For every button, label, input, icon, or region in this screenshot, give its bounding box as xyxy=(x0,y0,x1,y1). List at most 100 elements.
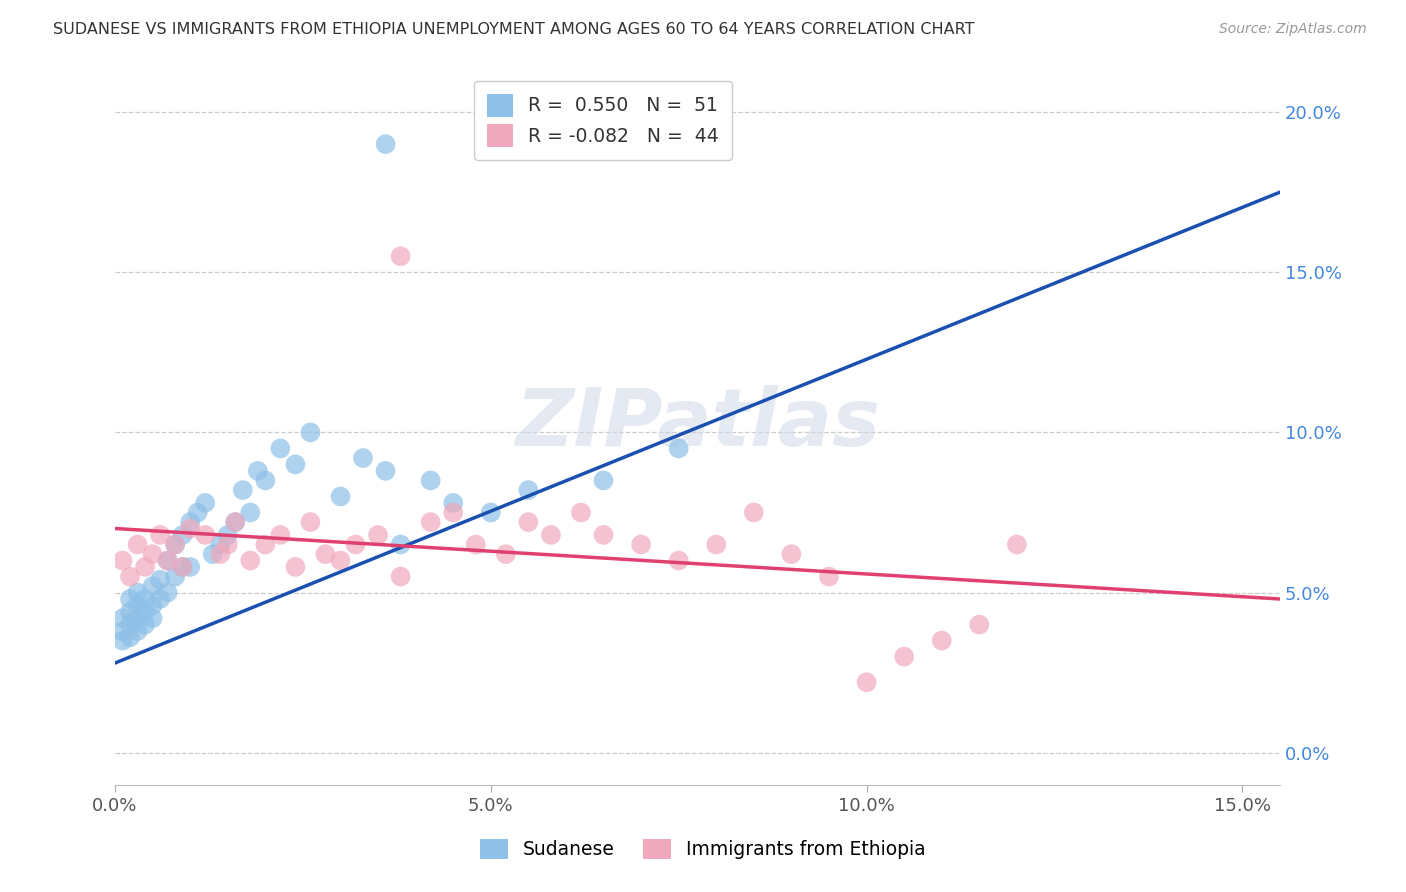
Sudanese xyxy=(134,591,156,606)
Immigrants from Ethiopia xyxy=(165,537,187,551)
Sudanese xyxy=(134,605,156,619)
Immigrants from Ethiopia xyxy=(630,537,652,551)
Sudanese xyxy=(592,474,614,488)
Immigrants from Ethiopia xyxy=(134,560,156,574)
Sudanese xyxy=(111,624,134,638)
Sudanese xyxy=(374,464,396,478)
Immigrants from Ethiopia xyxy=(299,515,322,529)
Immigrants from Ethiopia xyxy=(464,537,486,551)
Sudanese xyxy=(517,483,540,497)
Sudanese xyxy=(201,547,224,561)
Immigrants from Ethiopia xyxy=(931,633,953,648)
Immigrants from Ethiopia xyxy=(893,649,915,664)
Sudanese xyxy=(187,506,209,520)
Sudanese xyxy=(142,611,165,625)
Immigrants from Ethiopia xyxy=(969,617,991,632)
Immigrants from Ethiopia xyxy=(1005,537,1028,551)
Sudanese xyxy=(118,605,141,619)
Sudanese xyxy=(194,496,217,510)
Immigrants from Ethiopia xyxy=(389,249,412,263)
Text: SUDANESE VS IMMIGRANTS FROM ETHIOPIA UNEMPLOYMENT AMONG AGES 60 TO 64 YEARS CORR: SUDANESE VS IMMIGRANTS FROM ETHIOPIA UNE… xyxy=(53,22,974,37)
Sudanese xyxy=(668,442,690,456)
Immigrants from Ethiopia xyxy=(419,515,441,529)
Immigrants from Ethiopia xyxy=(329,553,352,567)
Sudanese xyxy=(441,496,464,510)
Sudanese xyxy=(156,585,179,599)
Sudanese xyxy=(284,458,307,472)
Immigrants from Ethiopia xyxy=(742,506,765,520)
Immigrants from Ethiopia xyxy=(314,547,336,561)
Sudanese xyxy=(165,569,187,583)
Sudanese xyxy=(254,474,277,488)
Sudanese xyxy=(127,624,149,638)
Sudanese xyxy=(329,490,352,504)
Immigrants from Ethiopia xyxy=(224,515,246,529)
Immigrants from Ethiopia xyxy=(179,521,201,535)
Immigrants from Ethiopia xyxy=(818,569,841,583)
Immigrants from Ethiopia xyxy=(149,528,172,542)
Immigrants from Ethiopia xyxy=(209,547,232,561)
Sudanese xyxy=(127,599,149,613)
Immigrants from Ethiopia xyxy=(344,537,367,551)
Legend: Sudanese, Immigrants from Ethiopia: Sudanese, Immigrants from Ethiopia xyxy=(472,831,934,866)
Sudanese xyxy=(118,617,141,632)
Immigrants from Ethiopia xyxy=(172,560,194,574)
Sudanese xyxy=(269,442,291,456)
Immigrants from Ethiopia xyxy=(540,528,562,542)
Sudanese xyxy=(118,591,141,606)
Sudanese xyxy=(352,450,374,465)
Sudanese xyxy=(172,560,194,574)
Sudanese xyxy=(239,506,262,520)
Immigrants from Ethiopia xyxy=(855,675,877,690)
Immigrants from Ethiopia xyxy=(495,547,517,561)
Sudanese xyxy=(118,631,141,645)
Sudanese xyxy=(479,506,502,520)
Immigrants from Ethiopia xyxy=(367,528,389,542)
Sudanese xyxy=(172,528,194,542)
Sudanese xyxy=(217,528,239,542)
Immigrants from Ethiopia xyxy=(254,537,277,551)
Sudanese xyxy=(374,137,396,152)
Immigrants from Ethiopia xyxy=(156,553,179,567)
Sudanese xyxy=(149,591,172,606)
Sudanese xyxy=(127,585,149,599)
Sudanese xyxy=(134,617,156,632)
Text: Source: ZipAtlas.com: Source: ZipAtlas.com xyxy=(1219,22,1367,37)
Immigrants from Ethiopia xyxy=(194,528,217,542)
Sudanese xyxy=(142,579,165,593)
Sudanese xyxy=(142,599,165,613)
Sudanese xyxy=(149,573,172,587)
Immigrants from Ethiopia xyxy=(517,515,540,529)
Sudanese xyxy=(299,425,322,440)
Sudanese xyxy=(224,515,246,529)
Sudanese xyxy=(111,611,134,625)
Sudanese xyxy=(179,515,201,529)
Immigrants from Ethiopia xyxy=(269,528,291,542)
Immigrants from Ethiopia xyxy=(592,528,614,542)
Immigrants from Ethiopia xyxy=(118,569,141,583)
Immigrants from Ethiopia xyxy=(217,537,239,551)
Legend: R =  0.550   N =  51, R = -0.082   N =  44: R = 0.550 N = 51, R = -0.082 N = 44 xyxy=(474,80,733,161)
Immigrants from Ethiopia xyxy=(389,569,412,583)
Immigrants from Ethiopia xyxy=(569,506,592,520)
Immigrants from Ethiopia xyxy=(111,553,134,567)
Sudanese xyxy=(389,537,412,551)
Immigrants from Ethiopia xyxy=(704,537,727,551)
Sudanese xyxy=(209,537,232,551)
Sudanese xyxy=(246,464,269,478)
Immigrants from Ethiopia xyxy=(441,506,464,520)
Sudanese xyxy=(111,633,134,648)
Sudanese xyxy=(156,553,179,567)
Immigrants from Ethiopia xyxy=(142,547,165,561)
Immigrants from Ethiopia xyxy=(239,553,262,567)
Sudanese xyxy=(127,611,149,625)
Sudanese xyxy=(165,537,187,551)
Sudanese xyxy=(179,560,201,574)
Immigrants from Ethiopia xyxy=(668,553,690,567)
Text: ZIPatlas: ZIPatlas xyxy=(515,385,880,464)
Immigrants from Ethiopia xyxy=(127,537,149,551)
Sudanese xyxy=(232,483,254,497)
Immigrants from Ethiopia xyxy=(284,560,307,574)
Immigrants from Ethiopia xyxy=(780,547,803,561)
Sudanese xyxy=(419,474,441,488)
